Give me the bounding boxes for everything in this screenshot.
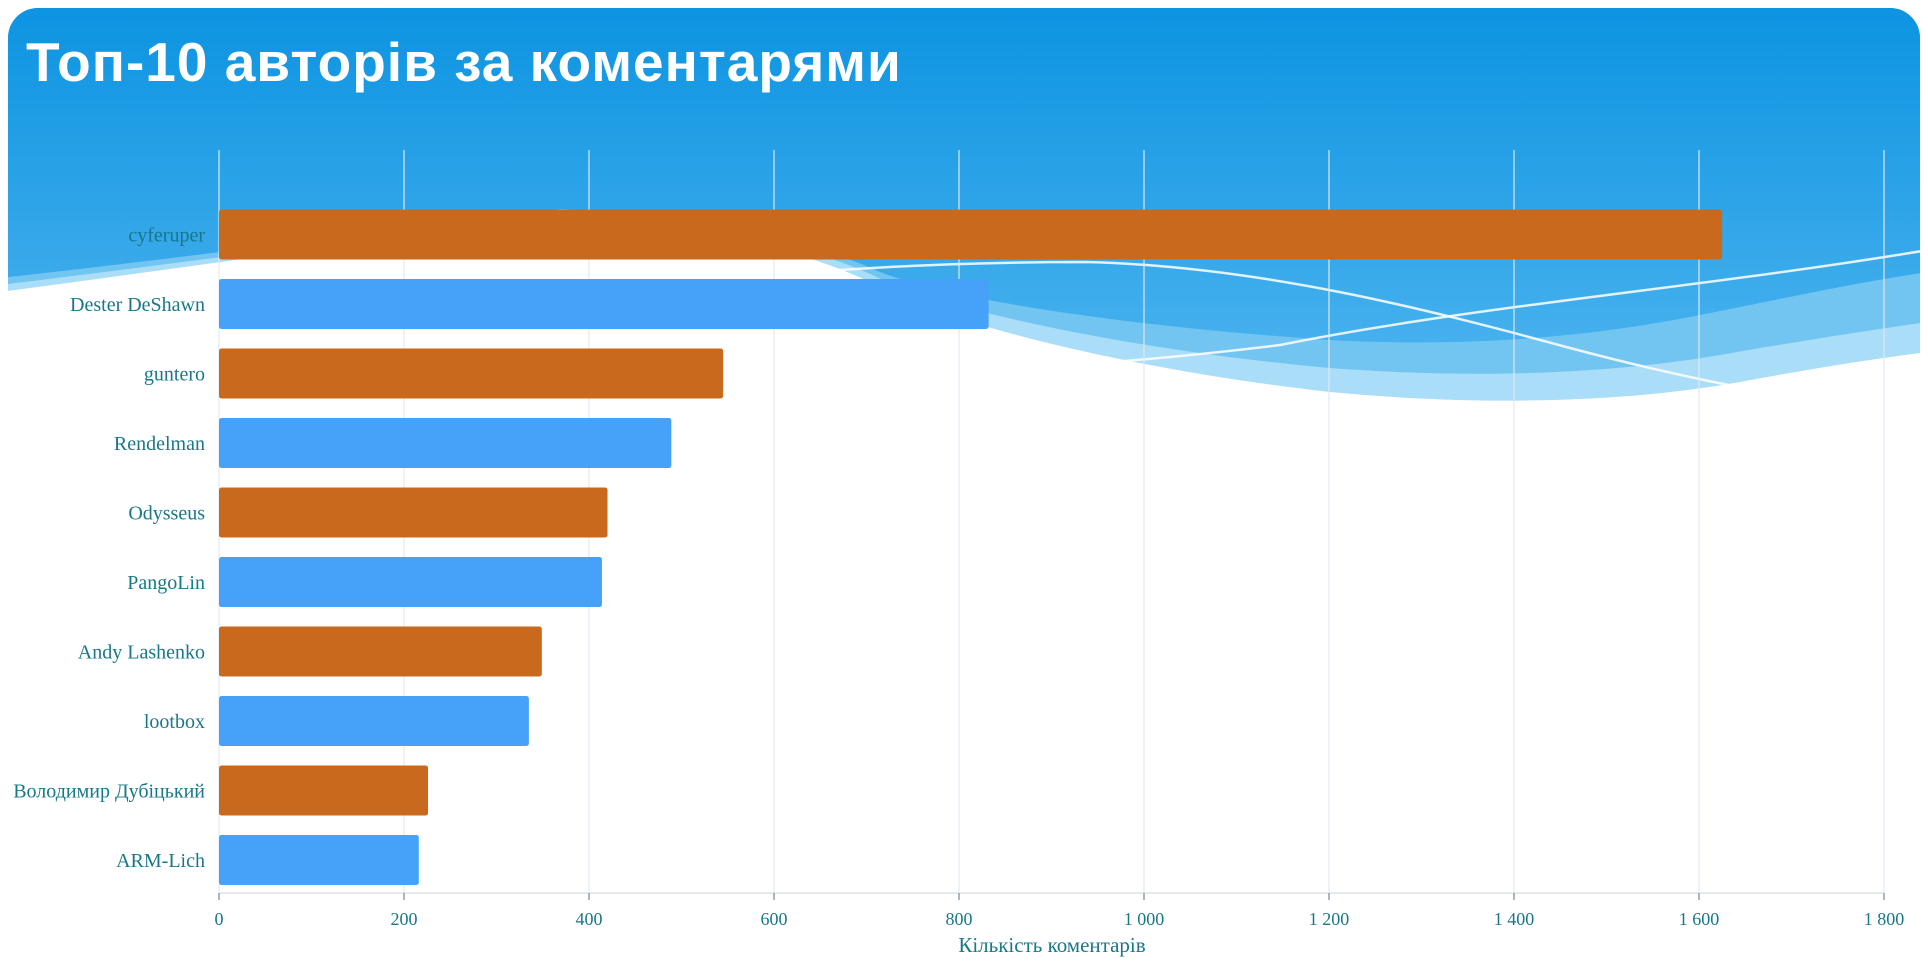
- category-label: PangoLin: [127, 572, 205, 594]
- category-label: cyferuper: [128, 225, 205, 247]
- bars-group: cyferuper Dester DeShawn guntero Rendelman O…: [13, 209, 1723, 885]
- x-tick-label: 200: [391, 909, 418, 929]
- bar: [219, 487, 608, 538]
- page-title: Топ-10 авторів за коментарями: [26, 31, 902, 93]
- bar: [219, 626, 542, 677]
- bar: [219, 348, 724, 399]
- bar: [219, 765, 429, 816]
- bar: [219, 209, 1723, 260]
- x-tick-label: 1 400: [1494, 909, 1535, 929]
- x-axis-title: Кількість коментарів: [958, 933, 1145, 957]
- bar: [219, 835, 419, 885]
- bar: [219, 557, 602, 607]
- category-label: Andy Lashenko: [78, 642, 205, 664]
- x-tick-label: 1 600: [1679, 909, 1720, 929]
- x-tick-label: 1 800: [1864, 909, 1905, 929]
- x-tick-label: 400: [576, 909, 603, 929]
- category-label: guntero: [144, 364, 205, 386]
- category-label: Rendelman: [114, 433, 205, 455]
- bar: [219, 418, 672, 468]
- category-label: Odysseus: [128, 503, 205, 525]
- category-label: ARM-Lich: [116, 850, 205, 872]
- category-label: Dester DeShawn: [70, 294, 205, 316]
- x-tick-label: 1 000: [1124, 909, 1165, 929]
- wave-accent-line-rising: [599, 248, 1920, 386]
- x-axis-ticks: 0 200 400 600 800 1 000 1 200 1 400 1 600 1 800: [215, 893, 1905, 929]
- category-label: Володимир Дубіцький: [13, 781, 205, 803]
- category-label: lootbox: [144, 711, 205, 733]
- bar: [219, 696, 529, 746]
- wave-accent-line-falling: [544, 260, 1871, 410]
- bar: [219, 279, 989, 329]
- x-tick-label: 600: [761, 909, 788, 929]
- x-tick-label: 1 200: [1309, 909, 1350, 929]
- x-tick-label: 0: [215, 909, 224, 929]
- x-tick-label: 800: [946, 909, 973, 929]
